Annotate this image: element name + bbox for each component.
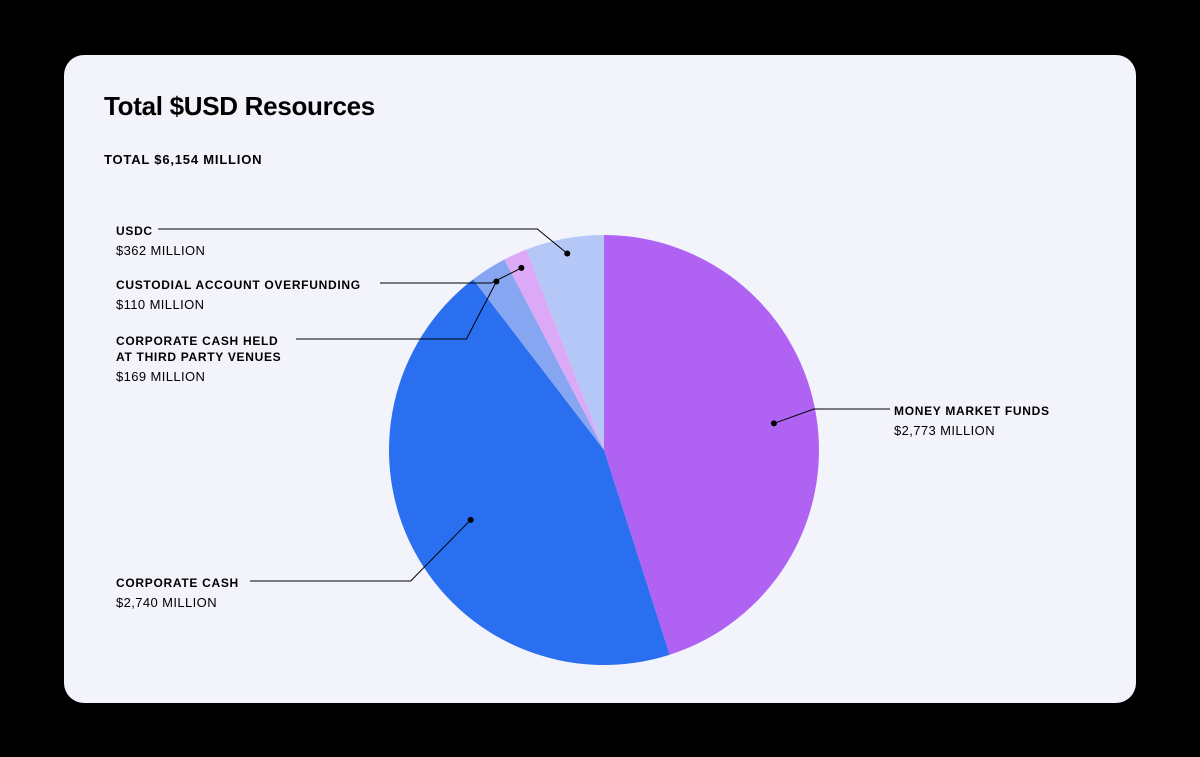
label-title: CORPORATE CASH [116,575,239,591]
label-value: $2,740 MILLION [116,595,239,610]
label-value: $2,773 MILLION [894,423,1050,438]
leader-dot [468,516,474,522]
leader-dot [771,420,777,426]
leader-line [380,267,521,282]
leader-line [774,409,890,423]
label-money-market-funds: MONEY MARKET FUNDS $2,773 MILLION [894,403,1050,438]
leader-line [158,229,567,253]
label-value: $169 MILLION [116,369,281,384]
label-value: $110 MILLION [116,297,361,312]
label-usdc: USDC $362 MILLION [116,223,205,258]
label-title-line1: CORPORATE CASH HELD [116,333,281,349]
leader-dot [518,264,524,270]
leader-line [250,519,471,580]
chart-card: Total $USD Resources TOTAL $6,154 MILLIO… [64,55,1136,703]
label-value: $362 MILLION [116,243,205,258]
label-third-party-venues: CORPORATE CASH HELD AT THIRD PARTY VENUE… [116,333,281,384]
label-custodial-overfunding: CUSTODIAL ACCOUNT OVERFUNDING $110 MILLI… [116,277,361,312]
label-title: CUSTODIAL ACCOUNT OVERFUNDING [116,277,361,293]
chart-wrap: MONEY MARKET FUNDS $2,773 MILLION CORPOR… [64,55,1136,703]
label-title: USDC [116,223,205,239]
label-title-line2: AT THIRD PARTY VENUES [116,349,281,365]
leader-dot [564,250,570,256]
label-corporate-cash: CORPORATE CASH $2,740 MILLION [116,575,239,610]
label-title: MONEY MARKET FUNDS [894,403,1050,419]
